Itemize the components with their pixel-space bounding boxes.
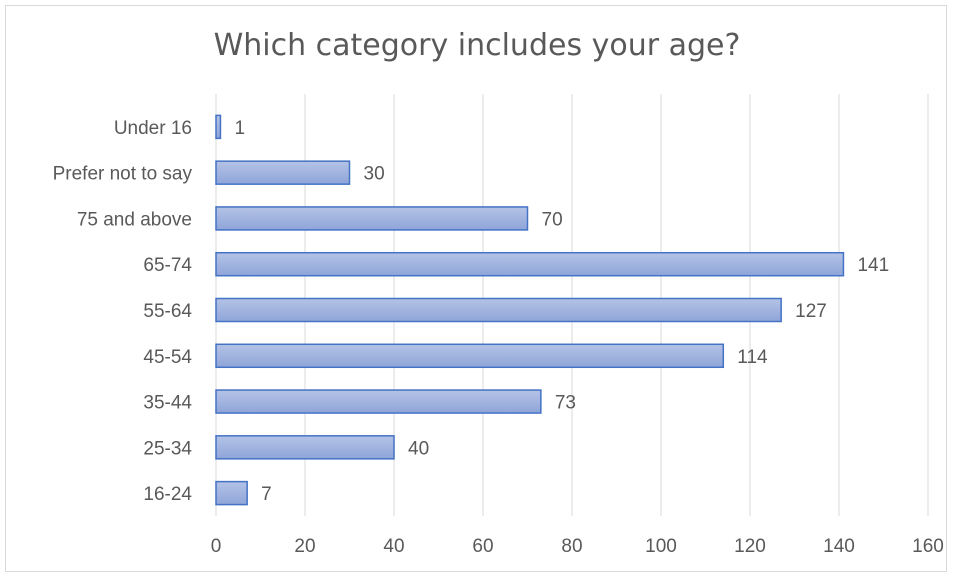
- y-tick-label: 25-34: [143, 438, 192, 459]
- y-tick-label: 16-24: [143, 484, 192, 505]
- bar: [215, 206, 529, 231]
- data-label: 141: [857, 255, 889, 276]
- data-label: 30: [364, 164, 385, 185]
- chart-area: [5, 5, 947, 572]
- x-tick-label: 140: [823, 536, 855, 557]
- x-tick-label: 60: [472, 536, 493, 557]
- bar: [215, 435, 395, 460]
- data-label: 73: [555, 393, 576, 414]
- bar: [215, 389, 542, 414]
- data-label: 70: [542, 209, 563, 230]
- x-tick-label: 0: [211, 536, 222, 557]
- bar: [215, 114, 222, 140]
- data-label: 7: [261, 484, 272, 505]
- y-tick-label: 35-44: [143, 393, 192, 414]
- data-label: 127: [795, 301, 827, 322]
- chart-title: Which category includes your age?: [213, 28, 741, 63]
- y-tick-label: Under 16: [114, 118, 192, 139]
- y-tick-label: 75 and above: [77, 209, 192, 230]
- x-tick-label: 120: [734, 536, 766, 557]
- y-tick-label: 55-64: [143, 301, 192, 322]
- data-label: 1: [234, 118, 245, 139]
- x-tick-label: 40: [383, 536, 404, 557]
- y-tick-label: 45-54: [143, 347, 192, 368]
- data-label: 40: [408, 438, 429, 459]
- x-tick-label: 100: [645, 536, 677, 557]
- data-label: 114: [737, 347, 768, 368]
- x-tick-label: 80: [561, 536, 582, 557]
- x-tick-label: 160: [912, 536, 944, 557]
- bar: [215, 343, 725, 369]
- bar: [215, 480, 248, 506]
- bar: [215, 251, 845, 277]
- bar: [215, 297, 782, 323]
- bar: [215, 160, 351, 185]
- y-tick-label: Prefer not to say: [53, 164, 193, 185]
- y-tick-label: 65-74: [143, 255, 192, 276]
- x-tick-label: 20: [294, 536, 315, 557]
